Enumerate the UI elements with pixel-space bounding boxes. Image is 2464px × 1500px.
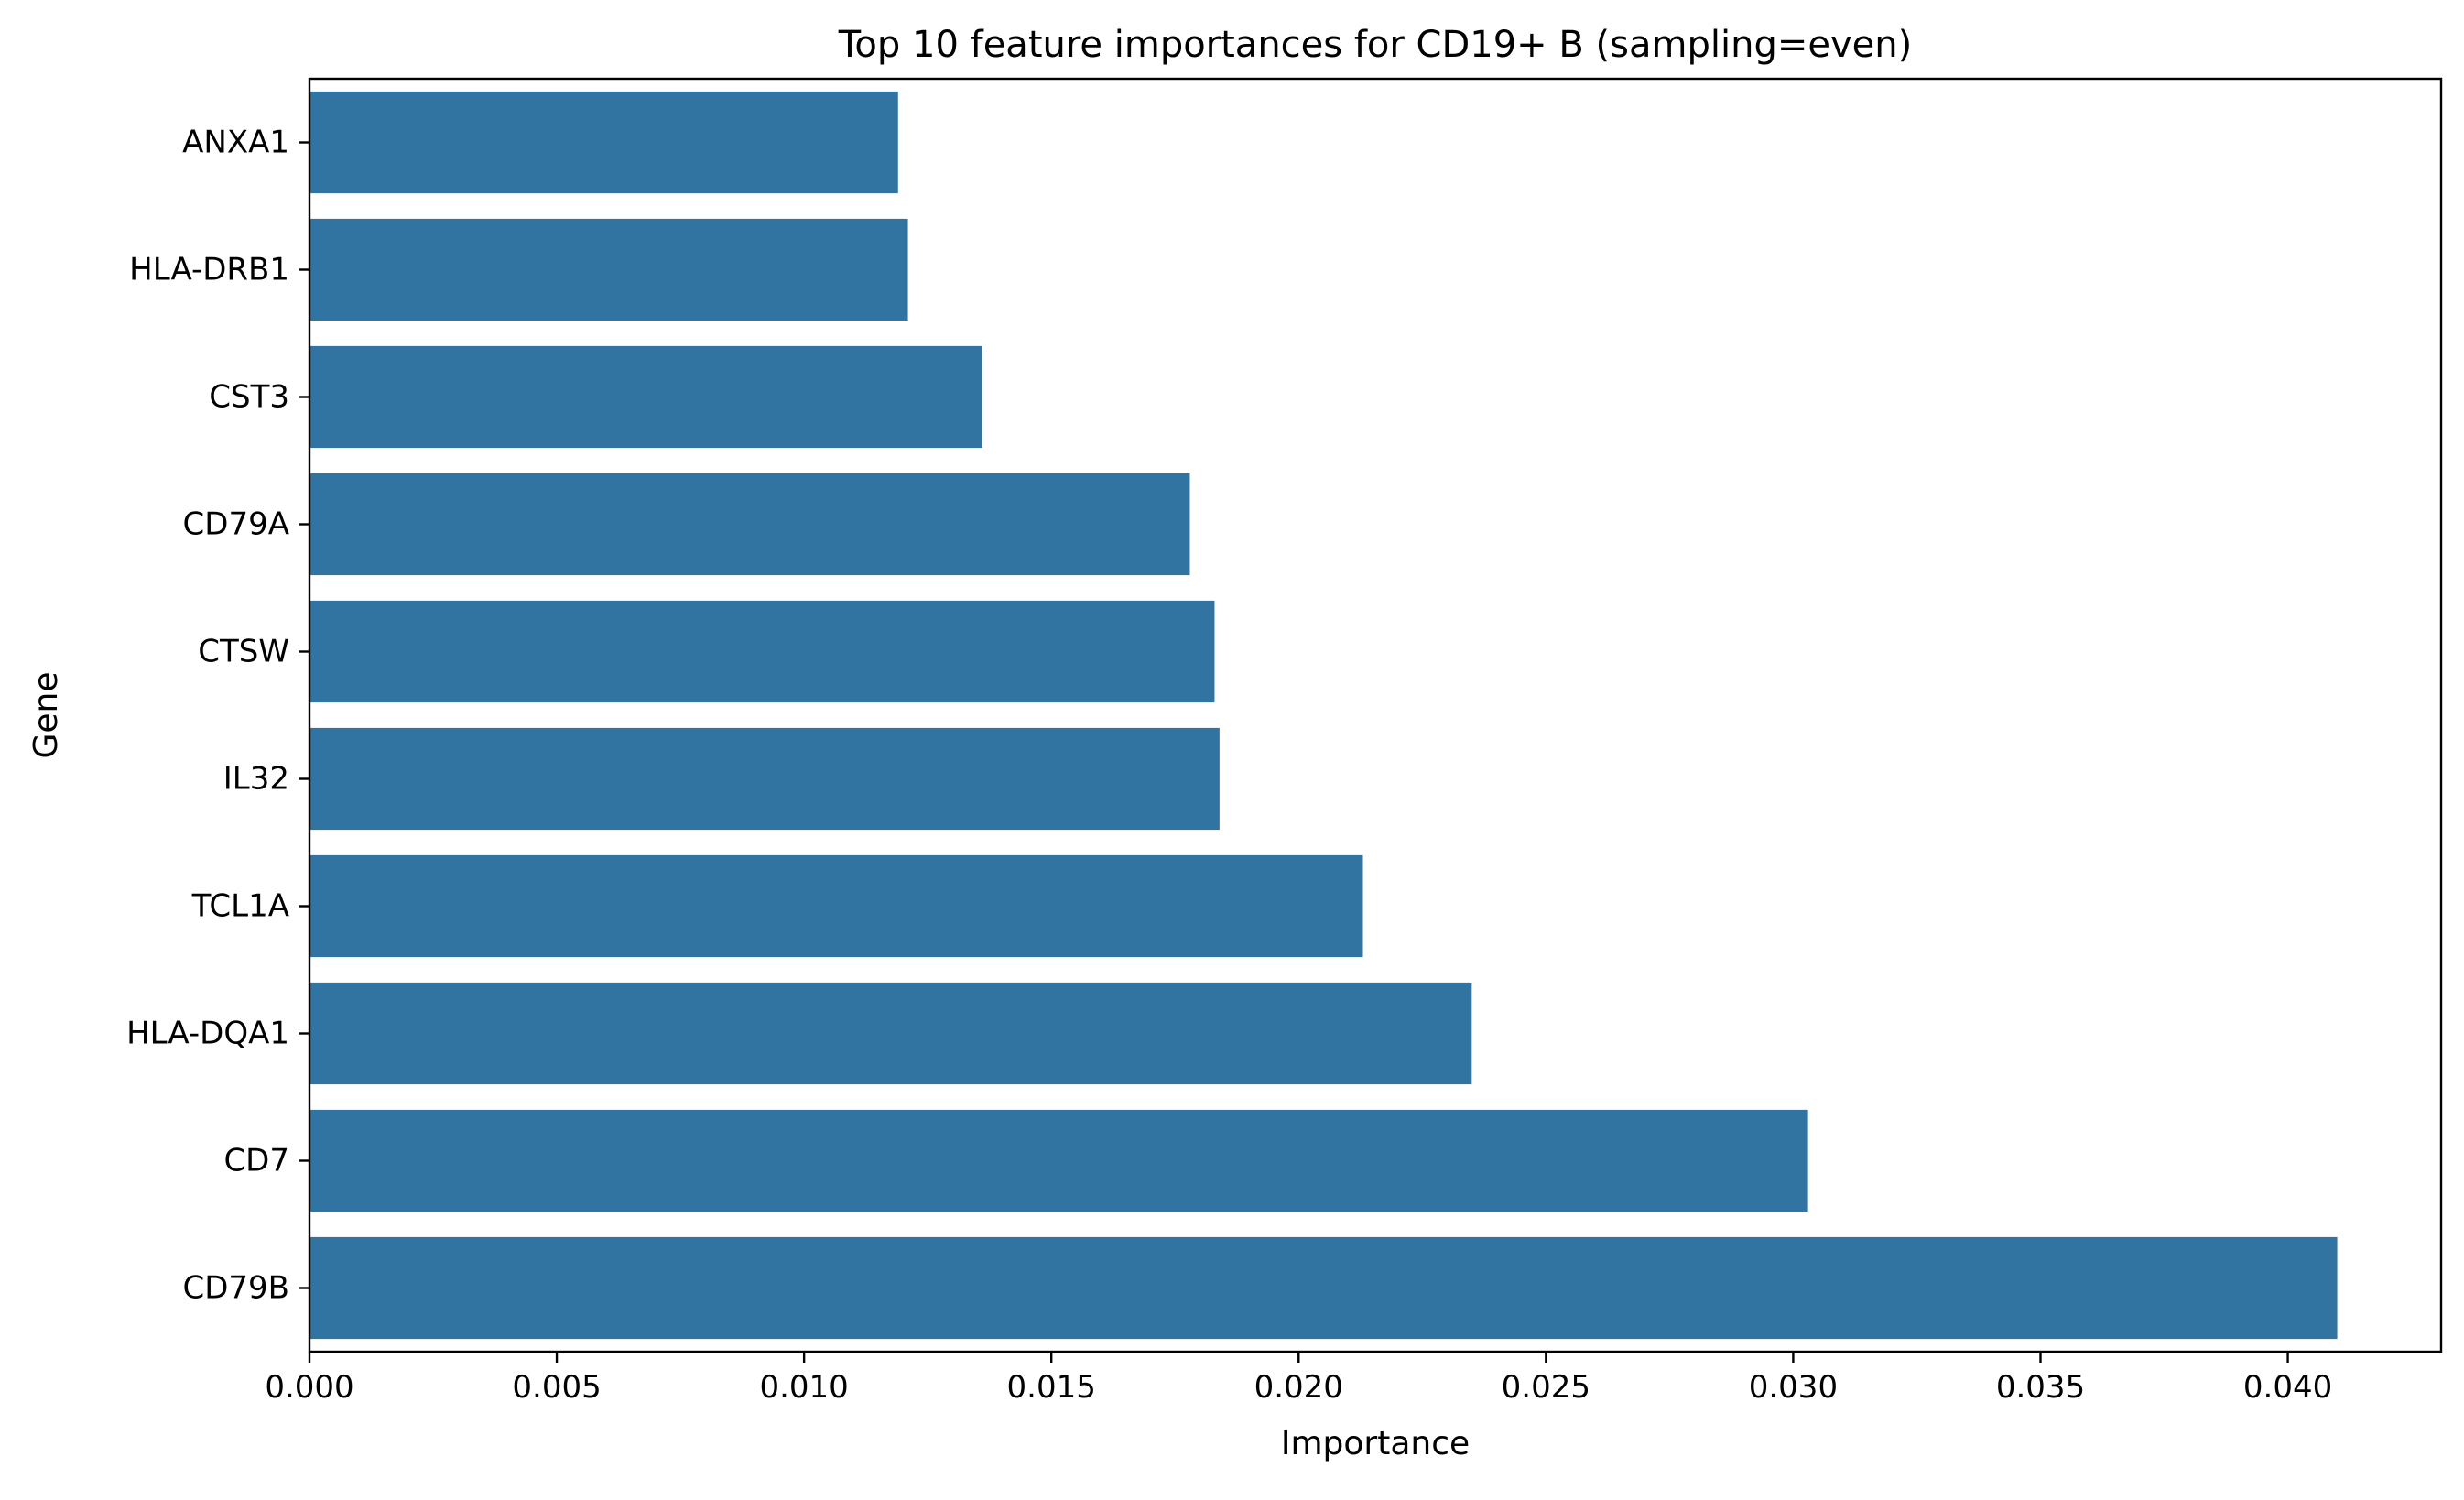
y-tick-label: HLA-DRB1	[129, 252, 289, 288]
bar-cd79b	[309, 1236, 2338, 1340]
bar-cd79a	[309, 473, 1190, 576]
x-tick-label: 0.035	[1996, 1369, 2085, 1406]
y-tick-label: CD79A	[183, 506, 289, 543]
y-tick-label: ANXA1	[182, 125, 289, 161]
chart-title: Top 10 feature importances for CD19+ B (…	[838, 24, 1912, 66]
x-axis-label: Importance	[1281, 1425, 1470, 1462]
x-tick-label: 0.005	[512, 1369, 601, 1406]
bar-cst3	[309, 345, 982, 449]
bar-hla-dqa1	[309, 982, 1472, 1085]
plot-frame	[308, 77, 2443, 1353]
x-axis-ticks: 0.000 0.005 0.010 0.015 0.020 0.025 0.030 0.035…	[265, 1352, 2332, 1406]
bar-ctsw	[309, 600, 1215, 703]
y-tick-label: IL32	[223, 761, 289, 798]
y-axis-ticks: ANXA1 HLA-DRB1 CST3 CD79A CTSW IL32 TCL1A HLA-D…	[126, 125, 309, 1307]
y-tick-label: CTSW	[198, 634, 289, 670]
x-tick-label: 0.015	[1007, 1369, 1096, 1406]
bar-cd7	[309, 1109, 1808, 1212]
y-tick-label: CD7	[223, 1143, 289, 1179]
bar-anxa1	[309, 91, 898, 194]
y-axis-label: Gene	[27, 671, 65, 758]
x-tick-label: 0.030	[1749, 1369, 1838, 1406]
x-tick-label: 0.020	[1254, 1369, 1343, 1406]
x-tick-label: 0.040	[2243, 1369, 2332, 1406]
y-tick-label: HLA-DQA1	[126, 1016, 289, 1052]
y-tick-label: CD79B	[182, 1270, 289, 1307]
x-tick-label: 0.000	[265, 1369, 353, 1406]
x-tick-label: 0.010	[759, 1369, 848, 1406]
y-tick-label: CST3	[209, 379, 289, 416]
bar-il32	[309, 727, 1220, 831]
x-tick-label: 0.025	[1502, 1369, 1590, 1406]
bars-group	[309, 91, 2338, 1340]
bar-hla-drb1	[309, 218, 908, 321]
y-tick-label: TCL1A	[191, 888, 289, 925]
bar-tcl1a	[309, 854, 1363, 958]
